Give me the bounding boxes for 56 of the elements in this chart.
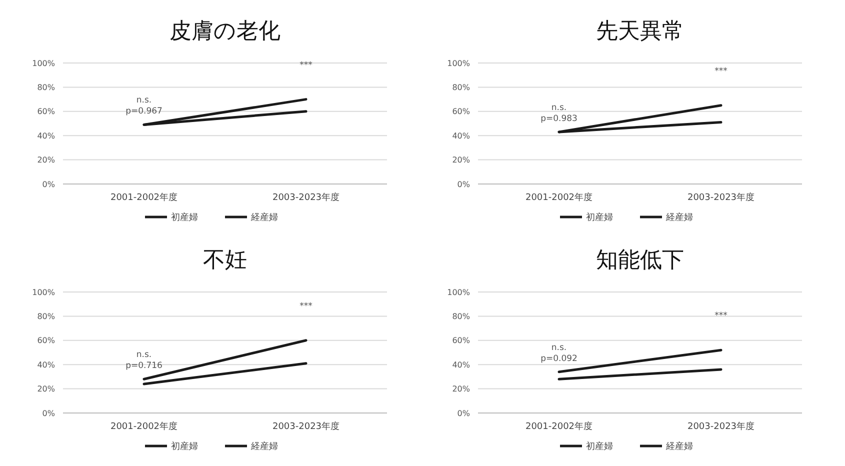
legend-label: 経産婦 (250, 441, 278, 452)
y-tick-label: 20% (37, 384, 56, 394)
annotation: *** (714, 311, 728, 322)
x-tick-label: 2001-2002年度 (110, 192, 178, 203)
y-tick-label: 100% (447, 58, 470, 68)
legend-label: 経産婦 (665, 212, 693, 224)
y-tick-label: 20% (452, 156, 470, 165)
y-tick-label: 100% (32, 58, 56, 68)
annotation: *** (714, 66, 728, 76)
y-tick-label: 80% (37, 312, 56, 321)
x-tick-label: 2003-2023年度 (272, 192, 340, 203)
y-tick-label: 0% (457, 180, 470, 189)
x-tick-label: 2001-2002年度 (525, 192, 593, 203)
y-tick-label: 60% (37, 107, 56, 116)
legend-label: 初産婦 (586, 212, 613, 224)
y-tick-label: 40% (452, 131, 470, 140)
x-tick-label: 2001-2002年度 (110, 421, 178, 432)
annotation: p=0.092 (540, 354, 578, 364)
y-tick-label: 40% (37, 360, 56, 370)
y-tick-label: 80% (37, 83, 56, 92)
y-tick-label: 20% (37, 156, 56, 165)
y-tick-label: 20% (452, 384, 470, 394)
y-tick-label: 0% (457, 408, 470, 418)
legend-label: 初産婦 (586, 441, 613, 452)
x-tick-label: 2003-2023年度 (687, 192, 755, 203)
y-tick-label: 0% (42, 408, 56, 418)
x-tick-label: 2001-2002年度 (525, 421, 593, 432)
y-tick-label: 80% (452, 312, 470, 321)
y-tick-label: 100% (447, 288, 470, 297)
x-tick-label: 2003-2023年度 (687, 421, 755, 432)
chart-title: 先天異常 (596, 19, 684, 44)
annotation: *** (300, 301, 312, 312)
annotation: *** (300, 60, 312, 70)
legend-label: 初産婦 (171, 212, 198, 224)
y-tick-label: 40% (452, 360, 470, 370)
legend-label: 経産婦 (250, 212, 278, 224)
y-tick-label: 40% (37, 131, 56, 140)
annotation: p=0.983 (540, 114, 578, 124)
legend-label: 経産婦 (665, 441, 693, 452)
y-tick-label: 80% (452, 83, 470, 92)
annotation: p=0.967 (126, 106, 162, 117)
chart-title: 不妊 (203, 248, 247, 273)
annotation: n.s. (136, 350, 152, 360)
x-tick-label: 2003-2023年度 (272, 421, 340, 432)
y-tick-label: 60% (452, 336, 470, 346)
y-tick-label: 0% (42, 180, 56, 189)
annotation: n.s. (551, 342, 567, 353)
annotation: n.s. (551, 102, 567, 113)
y-tick-label: 100% (32, 288, 56, 297)
chart-title: 皮膚の老化 (170, 19, 280, 44)
y-tick-label: 60% (37, 336, 56, 346)
annotation: p=0.716 (126, 361, 162, 372)
y-tick-label: 60% (452, 107, 470, 116)
legend-label: 初産婦 (171, 441, 198, 452)
chart-title: 知能低下 (596, 248, 684, 273)
annotation: n.s. (136, 96, 152, 106)
